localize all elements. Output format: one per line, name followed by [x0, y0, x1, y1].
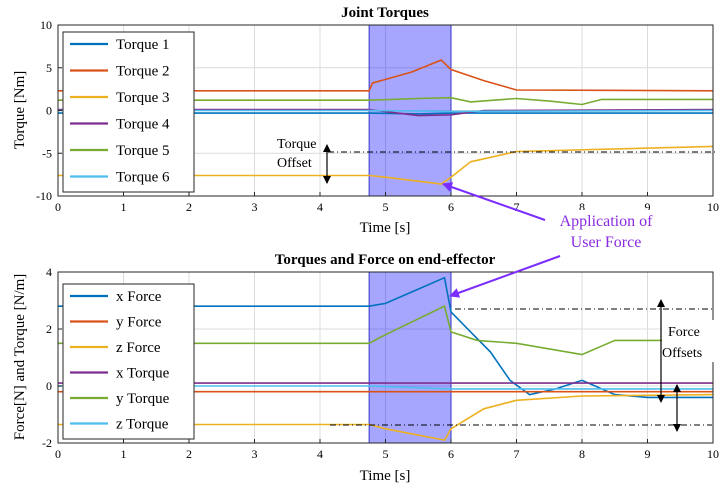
- x-tick-label: 2: [186, 447, 192, 461]
- x-tick-label: 1: [121, 200, 127, 214]
- torque-offset-annotation: Torque Offset: [277, 137, 715, 184]
- joint-torques-chart: Joint Torques 0 1 2 3 4 5 6 7 8 9 10 -10 -5 0 5 10 Time…: [12, 5, 719, 236]
- x-tick-label: 6: [448, 447, 454, 461]
- chart-title: Joint Torques: [341, 5, 429, 21]
- legend-label: x Torque: [116, 366, 170, 382]
- legend-box: [62, 283, 195, 440]
- offset-arrowhead-top: [323, 144, 331, 152]
- series-lines: [58, 59, 714, 185]
- x-tick-label: 8: [579, 447, 585, 461]
- legend-label: Torque 6: [116, 170, 170, 186]
- legend-label: Torque 4: [116, 117, 170, 133]
- legend-label: y Torque: [116, 391, 170, 407]
- force-offsets-label-1: Force: [668, 325, 700, 340]
- legend-label: z Torque: [116, 417, 169, 433]
- arrow-to-bottom-chart: [449, 255, 561, 298]
- force-offsets-label-bg: [662, 320, 714, 362]
- x-tick-label: 0: [55, 447, 61, 461]
- arrowhead-z-bottom: [673, 424, 681, 432]
- application-label-bg: [548, 210, 666, 255]
- user-force-annotation: Application of User Force: [442, 182, 666, 298]
- x-tick-label: 9: [645, 447, 651, 461]
- tick-labels: 0 1 2 3 4 5 6 7 8 9 10 -10 -5 0 5 10: [36, 18, 719, 214]
- x-tick-label: 10: [707, 447, 719, 461]
- arrowhead-z-top: [673, 384, 681, 392]
- legend-label: Torque 5: [116, 143, 170, 159]
- x-tick-label: 3: [252, 200, 258, 214]
- y-axis-label: Torque [Nm]: [12, 71, 28, 150]
- x-tick-label: 2: [186, 200, 192, 214]
- series-line-x-force: [58, 276, 713, 399]
- y-tick-label: -2: [42, 436, 52, 450]
- highlight-region: [368, 271, 452, 444]
- x-tick-label: 4: [317, 447, 323, 461]
- legend-label: Torque 1: [116, 37, 170, 53]
- application-label-1: Application of: [560, 213, 654, 230]
- y-tick-label: 4: [46, 265, 52, 279]
- legend-label: x Force: [116, 289, 162, 305]
- y-tick-label: 10: [40, 18, 52, 32]
- force-offsets-annotation: Force Offsets: [330, 299, 714, 432]
- x-tick-label: 0: [55, 200, 61, 214]
- series-line-torque-4: [58, 108, 714, 117]
- series-line-torque-3: [58, 145, 714, 185]
- application-label-2: User Force: [571, 234, 642, 251]
- legend-label: Torque 2: [116, 64, 170, 80]
- legend-label: Torque 3: [116, 90, 170, 106]
- legend-label: z Force: [116, 340, 161, 356]
- torque-offset-label-1: Torque: [277, 137, 316, 152]
- series-line-torque-1: [58, 112, 713, 115]
- force-offsets-label-2: Offsets: [662, 346, 702, 361]
- legend-box: [62, 31, 195, 193]
- series-line-torque-6: [58, 109, 714, 113]
- arrowhead-x-top: [657, 299, 665, 307]
- legend: x Force y Force z Force x Torque y Torque z T…: [62, 283, 195, 440]
- x-tick-label: 10: [707, 200, 719, 214]
- y-axis-label: Force[N] and Torque [N/m]: [12, 274, 28, 441]
- legend-label: y Force: [116, 315, 162, 331]
- x-tick-label: 3: [252, 447, 258, 461]
- x-axis-label: Time [s]: [360, 220, 411, 236]
- end-effector-chart: Torques and Force on end-effector 0 1 2 3 4 5…: [12, 252, 719, 484]
- y-tick-label: -5: [42, 146, 52, 160]
- y-tick-label: 5: [46, 61, 52, 75]
- series-line-z-torque: [58, 385, 713, 390]
- x-tick-label: 4: [317, 200, 323, 214]
- x-tick-label: 7: [514, 200, 520, 214]
- torque-offset-label-2: Offset: [277, 156, 312, 171]
- legend: Torque 1 Torque 2 Torque 3 Torque 4 Torque 5…: [62, 31, 195, 193]
- x-tick-label: 5: [383, 447, 389, 461]
- x-axis-label: Time [s]: [360, 468, 411, 484]
- y-tick-label: 0: [46, 379, 52, 393]
- series-line-z-force: [58, 393, 714, 441]
- x-tick-label: 8: [579, 200, 585, 214]
- arrow-to-top-chart: [442, 182, 546, 221]
- series-line-torque-2: [58, 59, 714, 92]
- x-tick-label: 5: [383, 200, 389, 214]
- series-lines: [58, 276, 714, 441]
- series-line-y-torque: [58, 305, 713, 356]
- x-tick-label: 6: [448, 200, 454, 214]
- y-tick-label: -10: [36, 189, 52, 203]
- x-tick-label: 7: [514, 447, 520, 461]
- y-tick-label: 2: [46, 322, 52, 336]
- arrowhead-x-bottom: [657, 395, 665, 403]
- x-tick-label: 9: [645, 200, 651, 214]
- y-tick-label: 0: [46, 104, 52, 118]
- chart-title: Torques and Force on end-effector: [275, 252, 496, 268]
- series-line-torque-5: [58, 96, 713, 106]
- offset-arrowhead-bottom: [323, 176, 331, 184]
- x-tick-label: 1: [121, 447, 127, 461]
